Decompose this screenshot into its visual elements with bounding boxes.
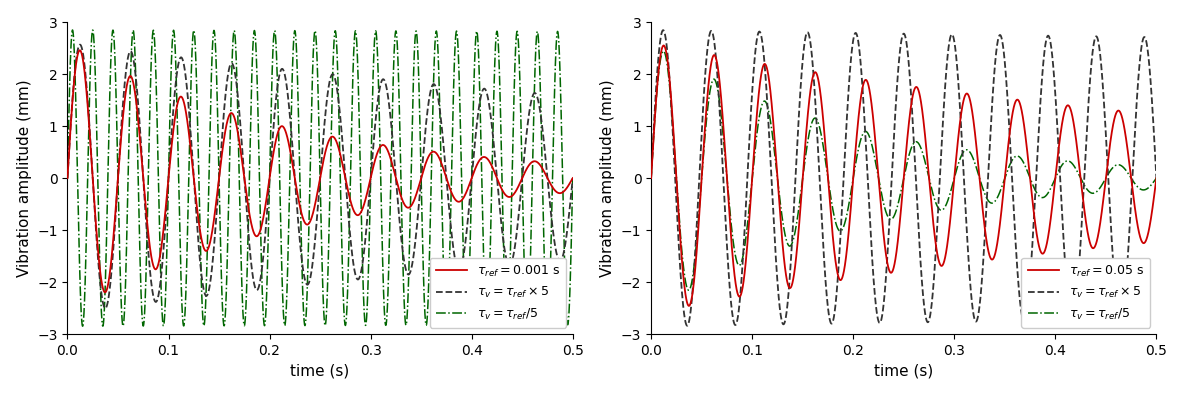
Line: $\tau_v=\tau_{ref}\times 5$: $\tau_v=\tau_{ref}\times 5$ <box>651 30 1157 326</box>
$\tau_v=\tau_{ref}\times 5$ <box>644 176 658 181</box>
$\tau_{ref}=0.05$ s <box>1150 176 1164 181</box>
$\tau_{ref}=0.001$ s <box>566 176 580 181</box>
$\tau_v=\tau_{ref}/5$ <box>1018 165 1032 170</box>
$\tau_{ref}=0.001$ s <box>462 183 476 188</box>
Y-axis label: Vibration amplitude (mm): Vibration amplitude (mm) <box>17 79 32 277</box>
$\tau_v=\tau_{ref}/5$ <box>566 176 580 181</box>
Line: $\tau_v=\tau_{ref}\times 5$: $\tau_v=\tau_{ref}\times 5$ <box>67 45 573 308</box>
Line: $\tau_v=\tau_{ref}/5$: $\tau_v=\tau_{ref}/5$ <box>651 51 1157 290</box>
$\tau_{ref}=0.05$ s <box>944 218 958 222</box>
$\tau_v=\tau_{ref}/5$ <box>644 176 658 181</box>
$\tau_{ref}=0.001$ s <box>381 150 395 155</box>
$\tau_v=\tau_{ref}/5$ <box>435 212 449 217</box>
Line: $\tau_v=\tau_{ref}/5$: $\tau_v=\tau_{ref}/5$ <box>67 30 573 326</box>
X-axis label: time (s): time (s) <box>290 363 349 378</box>
$\tau_v=\tau_{ref}\times 5$ <box>98 306 112 310</box>
$\tau_v=\tau_{ref}/5$ <box>944 191 958 196</box>
$\tau_v=\tau_{ref}/5$ <box>60 176 75 181</box>
$\tau_v=\tau_{ref}\times 5$ <box>669 203 683 207</box>
$\tau_v=\tau_{ref}/5$ <box>1045 181 1060 186</box>
$\tau_v=\tau_{ref}\times 5$ <box>944 35 958 40</box>
$\tau_{ref}=0.05$ s <box>656 43 670 48</box>
$\tau_{ref}=0.001$ s <box>360 193 374 198</box>
$\tau_v=\tau_{ref}\times 5$ <box>828 313 842 318</box>
$\tau_v=\tau_{ref}/5$ <box>462 280 476 285</box>
$\tau_v=\tau_{ref}/5$ <box>656 49 670 53</box>
$\tau_v=\tau_{ref}\times 5$ <box>1018 315 1032 320</box>
$\tau_v=\tau_{ref}\times 5$ <box>965 303 979 308</box>
$\tau_v=\tau_{ref}\times 5$ <box>1045 59 1060 64</box>
Legend: $\tau_{ref}=0.001$ s, $\tau_v=\tau_{ref}\times 5$, $\tau_v=\tau_{ref}/5$: $\tau_{ref}=0.001$ s, $\tau_v=\tau_{ref}… <box>430 258 566 328</box>
$\tau_{ref}=0.05$ s <box>669 179 683 184</box>
$\tau_{ref}=0.001$ s <box>85 179 99 183</box>
$\tau_{ref}=0.05$ s <box>682 303 696 308</box>
Line: $\tau_{ref}=0.001$ s: $\tau_{ref}=0.001$ s <box>67 50 573 292</box>
X-axis label: time (s): time (s) <box>874 363 933 378</box>
$\tau_v=\tau_{ref}\times 5$ <box>656 28 670 32</box>
$\tau_v=\tau_{ref}/5$ <box>244 124 258 128</box>
$\tau_v=\tau_{ref}\times 5$ <box>680 324 694 328</box>
$\tau_v=\tau_{ref}\times 5$ <box>73 42 88 47</box>
$\tau_v=\tau_{ref}\times 5$ <box>360 224 374 229</box>
Line: $\tau_{ref}=0.05$ s: $\tau_{ref}=0.05$ s <box>651 45 1157 306</box>
$\tau_v=\tau_{ref}\times 5$ <box>244 254 258 259</box>
$\tau_v=\tau_{ref}/5$ <box>76 324 90 329</box>
$\tau_v=\tau_{ref}/5$ <box>360 316 374 321</box>
$\tau_{ref}=0.001$ s <box>60 176 75 181</box>
$\tau_v=\tau_{ref}/5$ <box>669 179 683 183</box>
$\tau_{ref}=0.05$ s <box>965 110 979 115</box>
$\tau_v=\tau_{ref}/5$ <box>381 270 395 275</box>
Legend: $\tau_{ref}=0.05$ s, $\tau_v=\tau_{ref}\times 5$, $\tau_v=\tau_{ref}/5$: $\tau_{ref}=0.05$ s, $\tau_v=\tau_{ref}\… <box>1022 258 1150 328</box>
$\tau_v=\tau_{ref}/5$ <box>1150 176 1164 181</box>
$\tau_v=\tau_{ref}/5$ <box>65 28 79 32</box>
$\tau_{ref}=0.05$ s <box>828 248 842 252</box>
$\tau_v=\tau_{ref}/5$ <box>86 28 101 33</box>
$\tau_v=\tau_{ref}\times 5$ <box>462 204 476 209</box>
$\tau_{ref}=0.001$ s <box>72 48 86 53</box>
$\tau_{ref}=0.001$ s <box>435 163 449 167</box>
$\tau_v=\tau_{ref}\times 5$ <box>85 179 99 184</box>
$\tau_{ref}=0.001$ s <box>244 218 258 222</box>
$\tau_{ref}=0.05$ s <box>644 176 658 181</box>
$\tau_v=\tau_{ref}/5$ <box>682 288 696 293</box>
$\tau_v=\tau_{ref}\times 5$ <box>435 129 449 134</box>
$\tau_{ref}=0.05$ s <box>1018 137 1032 141</box>
$\tau_{ref}=0.05$ s <box>1045 199 1060 203</box>
$\tau_v=\tau_{ref}\times 5$ <box>381 98 395 103</box>
$\tau_v=\tau_{ref}/5$ <box>965 154 979 159</box>
$\tau_v=\tau_{ref}\times 5$ <box>566 176 580 181</box>
$\tau_v=\tau_{ref}\times 5$ <box>1150 176 1164 181</box>
$\tau_v=\tau_{ref}/5$ <box>828 214 842 218</box>
Y-axis label: Vibration amplitude (mm): Vibration amplitude (mm) <box>600 79 616 277</box>
$\tau_v=\tau_{ref}\times 5$ <box>60 176 75 181</box>
$\tau_{ref}=0.001$ s <box>98 290 112 295</box>
